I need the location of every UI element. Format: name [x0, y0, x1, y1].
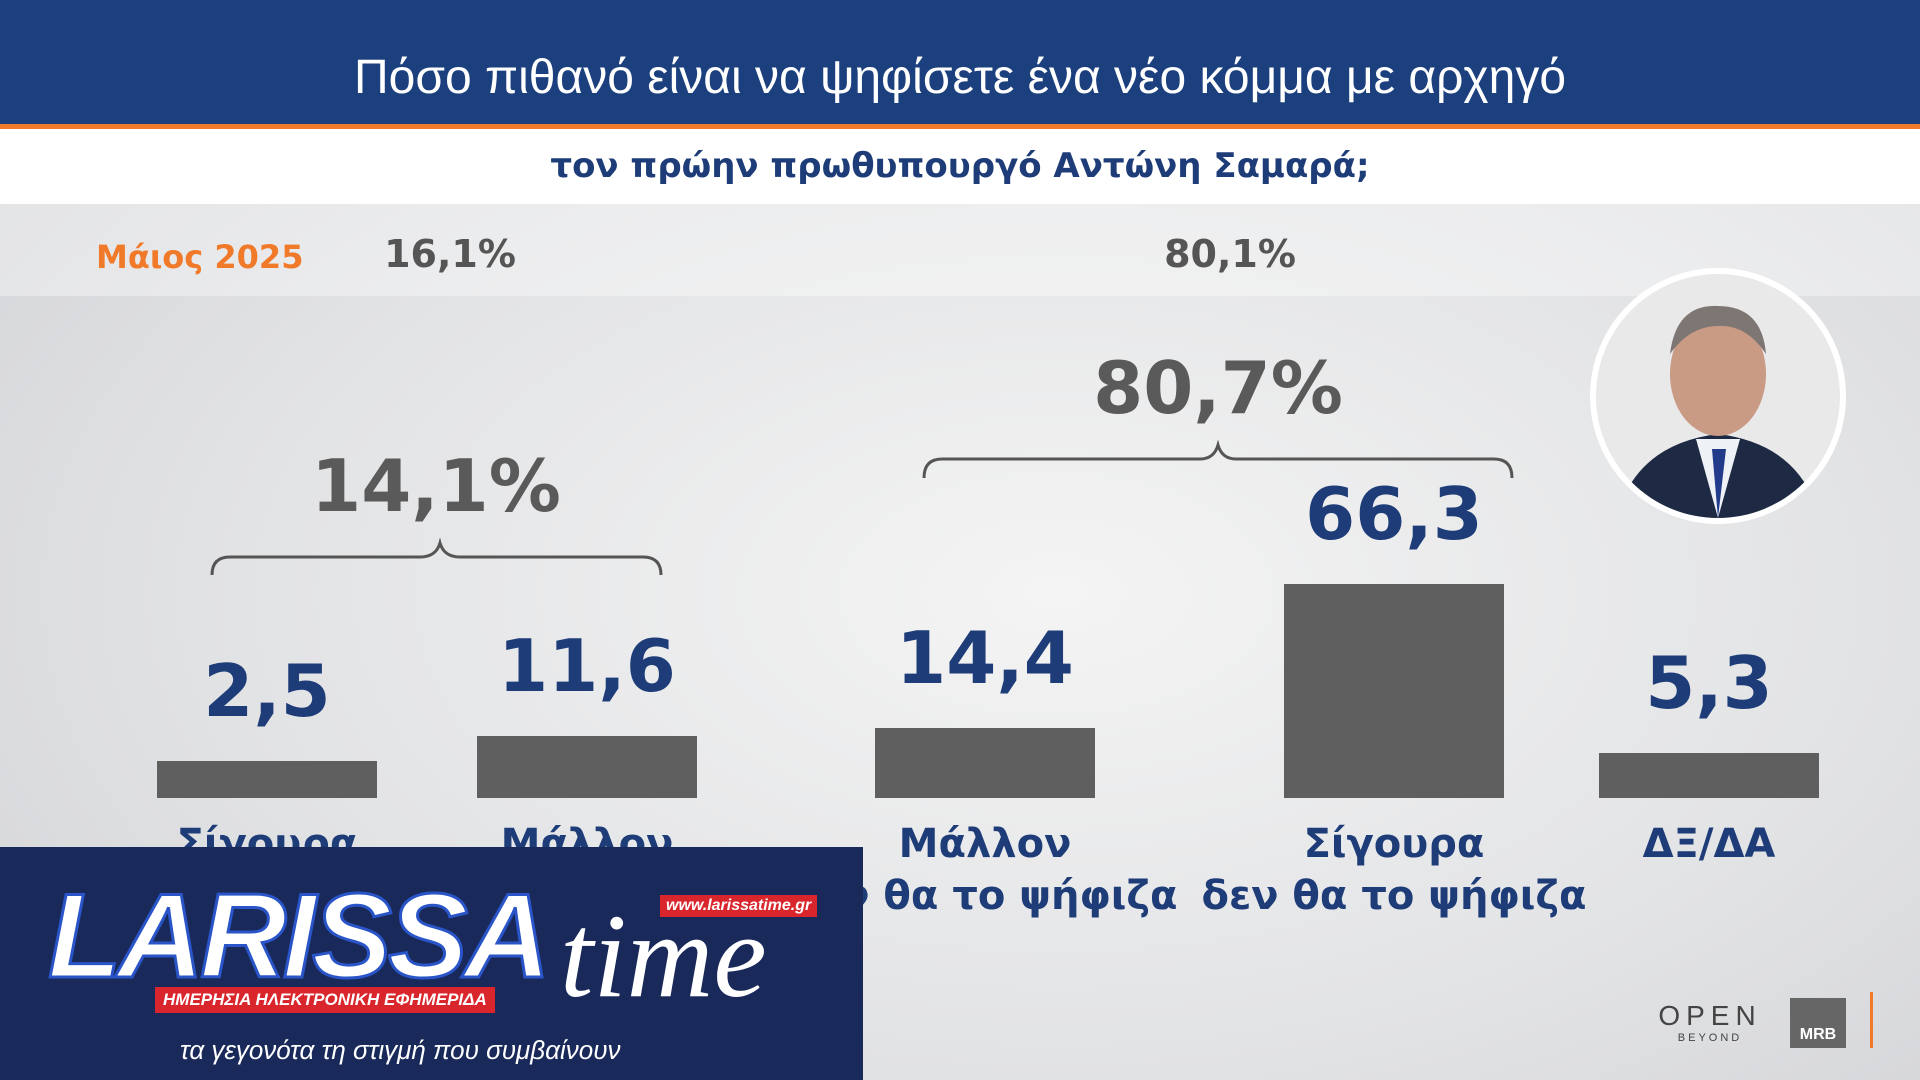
channel-logo: OPEN [1658, 1000, 1762, 1031]
category-label: ΔΞ/ΔΑ [1489, 818, 1920, 870]
group-total: 80,7% [1093, 346, 1343, 430]
value-label: 5,3 [1645, 641, 1773, 726]
bracket [922, 439, 1514, 479]
value-label: 11,6 [498, 623, 676, 708]
bar [477, 735, 697, 798]
bar [1284, 583, 1504, 798]
category-line: Μάλλον [898, 821, 1072, 867]
value-label: 66,3 [1305, 471, 1483, 556]
category-line: Σίγουρα [1303, 821, 1485, 867]
value-label: 2,5 [203, 649, 331, 734]
bracket [210, 537, 663, 576]
previous-value: 80,1% [1164, 232, 1296, 276]
logo-url: www.larissatime.gr [660, 895, 818, 917]
subtitle-strip [0, 129, 1920, 204]
logo-banner: ΗΜΕΡΗΣΙΑ ΗΛΕΚΤΡΟΝΙΚΗ ΕΦΗΜΕΡΙΔΑ [155, 987, 495, 1013]
channel-sub: BEYOND [1677, 1032, 1743, 1044]
bar [875, 727, 1095, 798]
portrait-drawing [1616, 305, 1820, 518]
accent-line [1870, 992, 1873, 1048]
pollster-logo: MRB [1790, 998, 1846, 1048]
bar [157, 761, 377, 798]
category-label: Σίγουρα δεν θα το ψήφιζα [1174, 818, 1614, 922]
chart-title: Πόσο πιθανό είναι να ψηφίσετε ένα νέο κό… [353, 51, 1567, 104]
group-total: 14,1% [311, 444, 561, 528]
logo-text: LARISSA [47, 868, 553, 1005]
previous-band [0, 204, 1920, 296]
accent-line [0, 124, 1920, 129]
watermark: LARISSA time www.larissatime.gr ΗΜΕΡΗΣΙΑ… [0, 847, 863, 1080]
logo-tagline: τα γεγονότα τη στιγμή που συμβαίνουν [180, 1035, 621, 1065]
title-bar [0, 0, 1920, 124]
chart-subtitle: τον πρώην πρωθυπουργό Αντώνη Σαμαρά; [550, 146, 1370, 186]
previous-label: Μάιος 2025 [96, 238, 304, 276]
category-line: ΔΞ/ΔΑ [1642, 821, 1776, 867]
portrait [1590, 268, 1846, 524]
previous-value: 16,1% [384, 232, 516, 276]
value-label: 14,4 [896, 615, 1074, 700]
bar [1599, 753, 1819, 798]
category-line: δεν θα το ψήφιζα [1201, 873, 1587, 919]
